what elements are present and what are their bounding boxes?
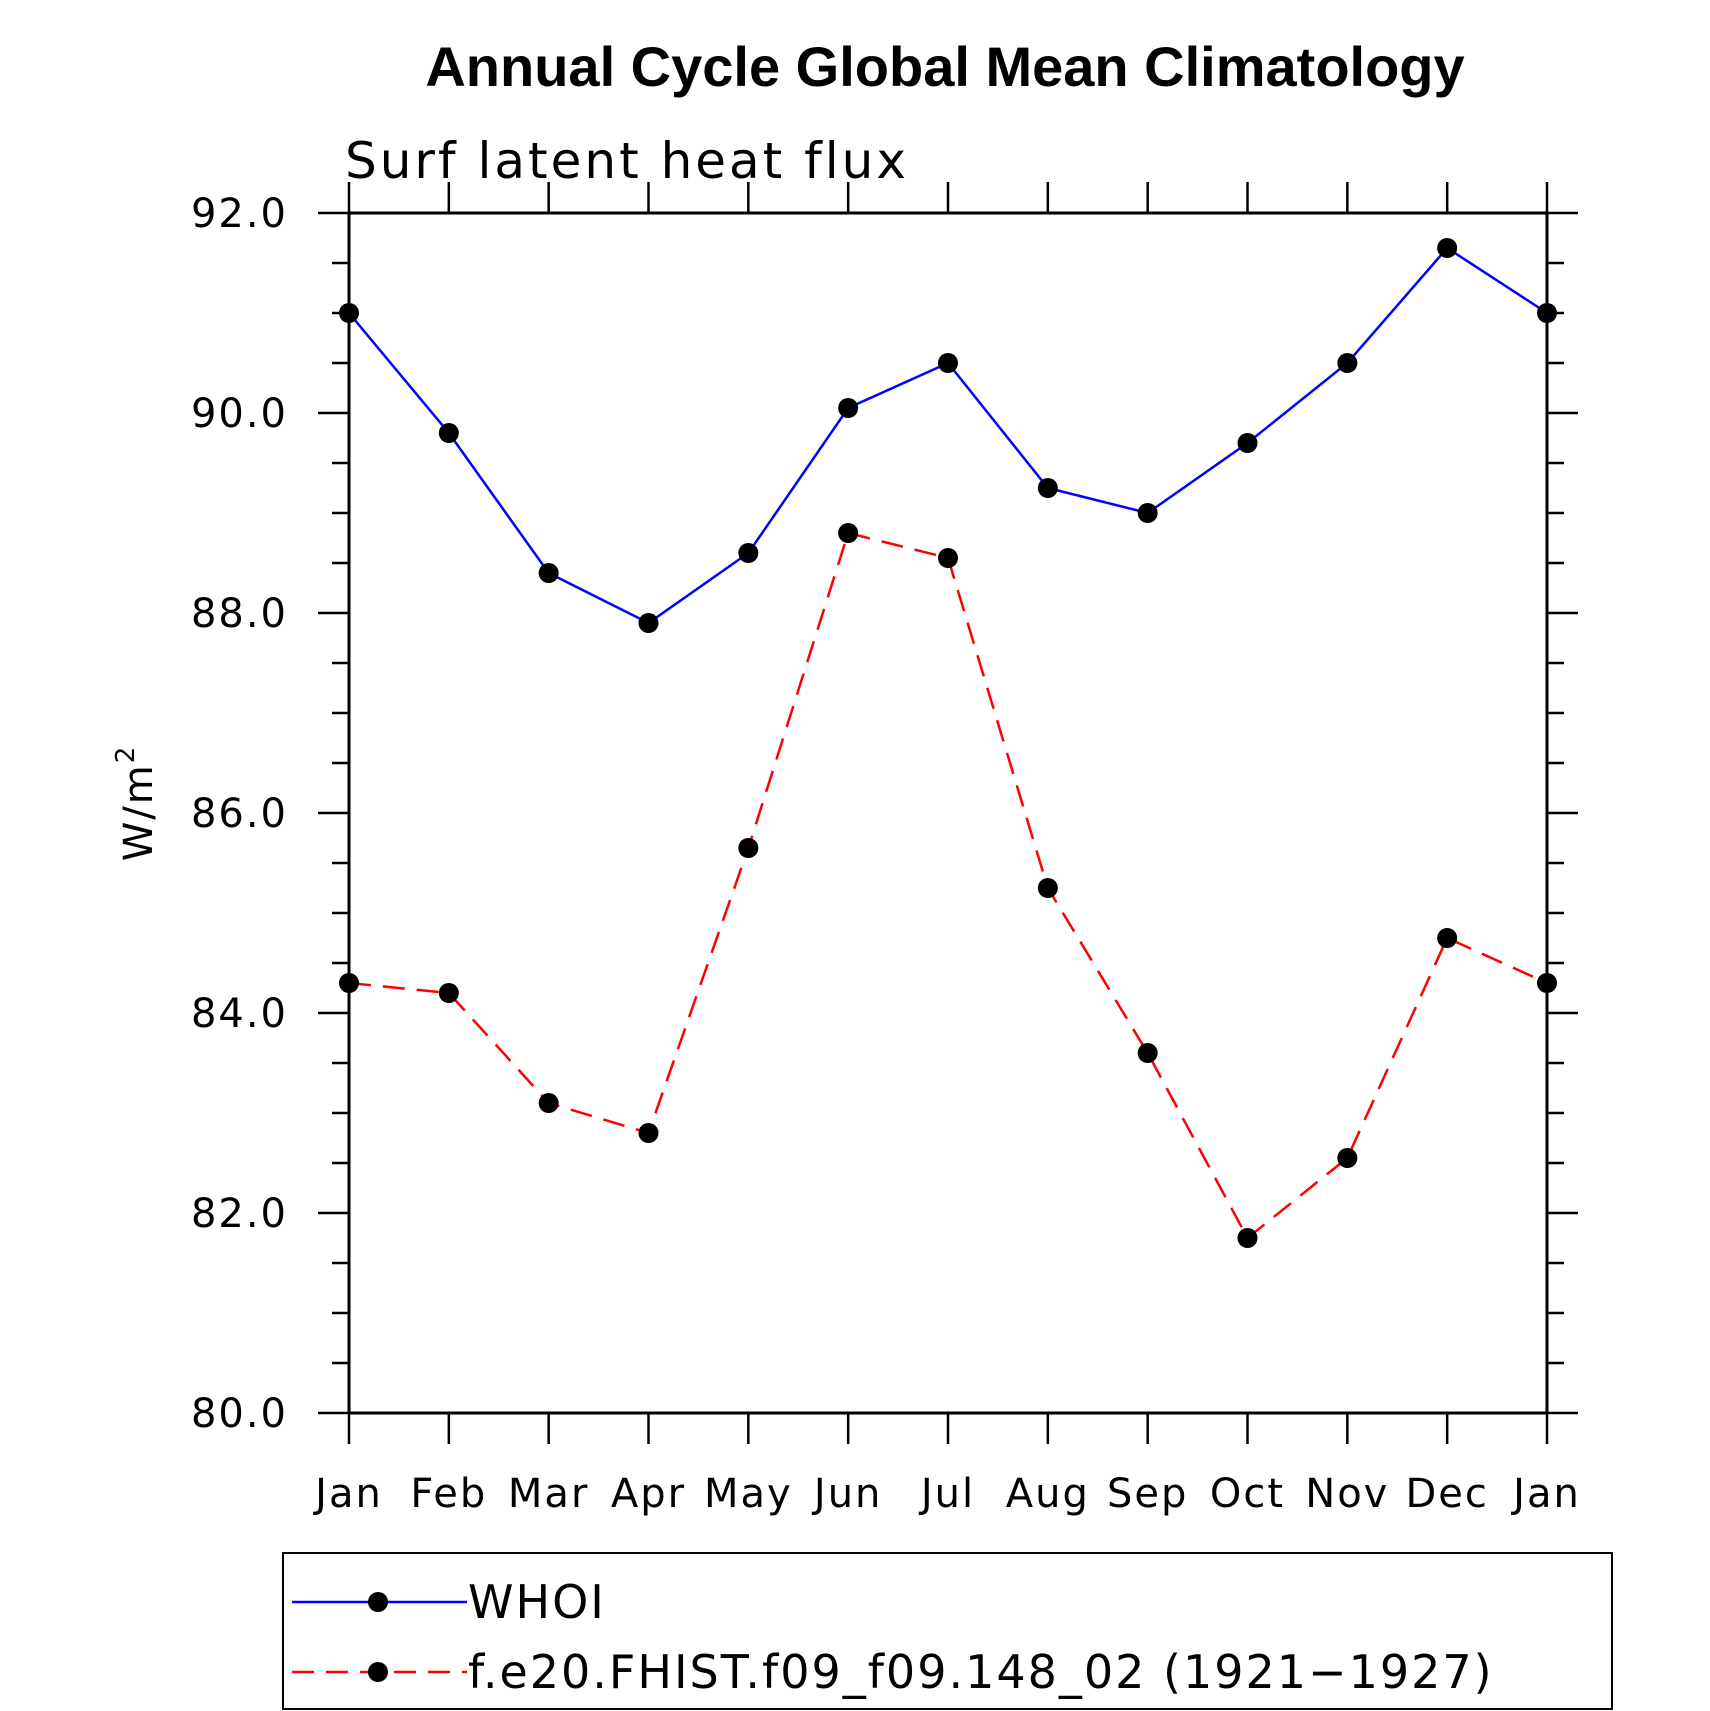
x-tick-label: Feb (410, 1471, 487, 1517)
x-tick-label: Aug (1006, 1471, 1090, 1517)
data-point (738, 838, 759, 858)
svg-text:W/m2: W/m2 (111, 745, 162, 862)
legend-label: WHOI (468, 1575, 606, 1629)
x-tick-label: Apr (611, 1471, 686, 1517)
x-tick-label: Jan (1510, 1471, 1581, 1517)
data-point (438, 983, 459, 1003)
data-point (1237, 1228, 1258, 1248)
data-point (638, 1123, 659, 1143)
data-point (538, 563, 559, 583)
data-point (1037, 478, 1058, 498)
legend-item: WHOI (292, 1575, 606, 1629)
data-point (1137, 1043, 1158, 1063)
y-tick-label: 80.0 (191, 1391, 288, 1437)
data-point (638, 613, 659, 633)
legend-marker (368, 1662, 388, 1682)
y-tick-label: 86.0 (191, 791, 288, 837)
y-tick-label: 82.0 (191, 1191, 288, 1237)
data-point (938, 548, 958, 568)
y-tick-label: 90.0 (191, 391, 288, 437)
data-point (938, 353, 958, 373)
x-tick-label: Jun (811, 1471, 883, 1517)
x-tick-label: Mar (508, 1471, 589, 1517)
data-point (339, 303, 359, 323)
axes: 80.0 82.0 84.0 86.0 88.0 90.0 92.0 Jan Feb Mar Apr… (191, 182, 1581, 1517)
y-axis-label-superscript: 2 (111, 745, 141, 764)
legend: WHOI f.e20.FHIST.f09_f09.148_02 (1921−192… (282, 1552, 1613, 1710)
data-point (1337, 353, 1358, 373)
plot-frame (347, 211, 1549, 1415)
y-axis-label: W/m2 (111, 745, 162, 862)
series-2 (339, 523, 1557, 1248)
data-point (1537, 303, 1557, 323)
data-point (1237, 433, 1258, 453)
legend-box (282, 1552, 1613, 1710)
x-tick-label: Dec (1405, 1471, 1488, 1517)
x-tick-label: May (704, 1471, 793, 1517)
y-tick-label: 84.0 (191, 991, 288, 1037)
legend-item: f.e20.FHIST.f09_f09.148_02 (1921−1927) (292, 1645, 1494, 1699)
x-tick-label: Nov (1305, 1471, 1389, 1517)
x-tick-label: Sep (1107, 1471, 1188, 1517)
chart-subtitle: Surf latent heat flux (345, 132, 909, 190)
data-point (1437, 238, 1458, 258)
series-1 (339, 238, 1557, 633)
data-point (438, 423, 459, 443)
data-point (1537, 973, 1557, 993)
y-tick-label: 92.0 (191, 191, 288, 237)
chart-title: Annual Cycle Global Mean Climatology (425, 35, 1464, 98)
x-tick-label: Jan (312, 1471, 383, 1517)
y-tick-label: 88.0 (191, 591, 288, 637)
y-axis-label-text: W/m (116, 763, 162, 861)
x-tick-label: Jul (918, 1471, 975, 1517)
data-point (838, 523, 859, 543)
legend-marker (368, 1592, 388, 1612)
x-tick-label: Oct (1210, 1471, 1285, 1517)
data-point (738, 543, 759, 563)
data-series (339, 238, 1557, 1248)
data-point (538, 1093, 559, 1113)
legend-label: f.e20.FHIST.f09_f09.148_02 (1921−1927) (468, 1645, 1494, 1699)
data-point (838, 398, 859, 418)
data-point (1137, 503, 1158, 523)
data-point (1337, 1148, 1358, 1168)
data-point (1437, 928, 1458, 948)
data-point (339, 973, 359, 993)
data-point (1037, 878, 1058, 898)
series-line (348, 531, 1548, 1240)
